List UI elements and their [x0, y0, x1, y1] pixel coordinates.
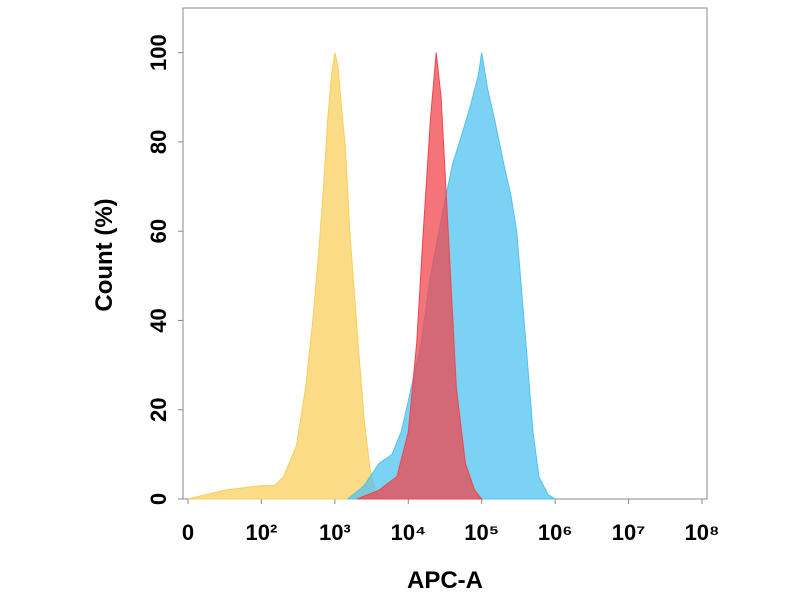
x-axis-label: APC-A [407, 567, 483, 594]
histogram-area [187, 52, 380, 500]
x-tick-label: 10⁶ [538, 520, 573, 545]
y-tick-label: 60 [146, 219, 171, 243]
y-tick-label: 80 [146, 130, 171, 154]
y-tick-label: 40 [146, 308, 171, 332]
x-tick-label: 10⁷ [612, 520, 646, 545]
y-tick-label: 0 [146, 493, 171, 505]
histogram-area [356, 52, 483, 500]
y-tick-label: 20 [146, 397, 171, 421]
x-tick-label: 10² [246, 520, 278, 545]
x-tick-label: 10⁴ [391, 520, 426, 545]
x-tick-label: 10⁵ [464, 520, 499, 545]
histogram-area [346, 52, 557, 500]
x-tick-label: 0 [182, 520, 194, 545]
x-tick-label: 10⁸ [685, 520, 720, 545]
y-axis-label: Count (%) [91, 198, 118, 311]
y-tick-label: 100 [146, 34, 171, 71]
x-tick-label: 10³ [319, 520, 351, 545]
